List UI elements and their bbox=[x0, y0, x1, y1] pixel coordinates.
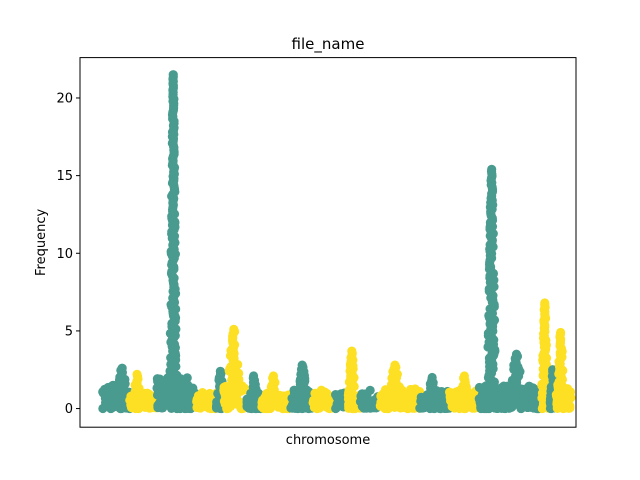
data-point bbox=[196, 402, 206, 412]
data-point bbox=[168, 70, 178, 80]
axes-frame bbox=[79, 57, 577, 428]
data-point bbox=[314, 399, 324, 409]
data-point bbox=[215, 366, 225, 376]
data-point bbox=[540, 298, 550, 308]
data-point bbox=[132, 369, 142, 379]
data-point bbox=[378, 389, 388, 399]
chart-title: file_name bbox=[292, 35, 365, 54]
data-point bbox=[447, 393, 457, 403]
data-point bbox=[556, 327, 566, 338]
y-axis-title: Frequency bbox=[34, 209, 49, 276]
y-axis-ticks: 0 5 10 15 20 bbox=[56, 91, 80, 417]
data-points bbox=[98, 70, 576, 414]
data-point bbox=[459, 371, 469, 381]
data-point bbox=[297, 360, 307, 370]
y-tick-label: 15 bbox=[56, 169, 73, 184]
data-point bbox=[511, 349, 522, 359]
data-point bbox=[184, 403, 194, 414]
data-point bbox=[249, 371, 259, 381]
y-tick-label: 10 bbox=[56, 247, 73, 262]
data-point bbox=[427, 372, 437, 383]
data-point bbox=[222, 403, 232, 414]
data-point bbox=[101, 392, 111, 403]
data-point bbox=[404, 400, 414, 410]
data-point bbox=[229, 324, 239, 334]
data-point bbox=[496, 399, 506, 409]
data-point bbox=[526, 391, 537, 401]
data-point bbox=[221, 390, 232, 400]
data-point bbox=[158, 393, 168, 403]
y-tick-label: 5 bbox=[65, 324, 73, 339]
data-point bbox=[357, 390, 367, 400]
data-point bbox=[331, 389, 341, 400]
data-point bbox=[497, 384, 507, 395]
data-point bbox=[179, 392, 189, 402]
data-point bbox=[310, 388, 320, 399]
data-point bbox=[205, 388, 215, 399]
data-point bbox=[526, 401, 536, 412]
data-point bbox=[321, 394, 331, 404]
data-point bbox=[117, 363, 127, 373]
data-point bbox=[437, 387, 447, 397]
data-point bbox=[234, 368, 244, 378]
y-tick-label: 20 bbox=[56, 91, 73, 106]
data-point bbox=[363, 395, 374, 405]
data-point bbox=[390, 360, 400, 370]
x-axis-title: chromosome bbox=[286, 433, 370, 448]
data-point bbox=[188, 383, 198, 393]
data-point bbox=[487, 164, 497, 175]
data-point bbox=[347, 346, 357, 356]
data-point bbox=[107, 399, 118, 409]
data-point bbox=[357, 401, 367, 411]
data-point bbox=[268, 371, 279, 381]
y-tick-label: 0 bbox=[65, 402, 73, 417]
